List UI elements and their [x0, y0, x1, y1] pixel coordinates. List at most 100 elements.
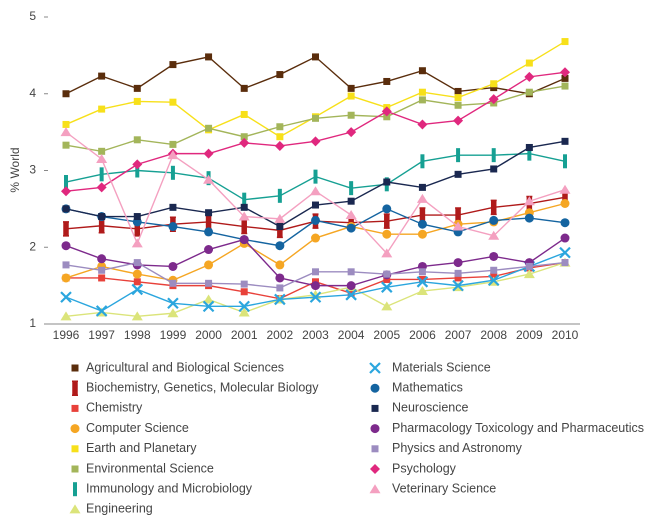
data-point — [490, 165, 498, 173]
data-point — [98, 274, 106, 282]
legend-label: Agricultural and Biological Sciences — [86, 360, 284, 374]
x-tick-label: 2006 — [409, 328, 436, 342]
data-point — [131, 311, 143, 321]
data-point — [240, 288, 248, 296]
data-point — [60, 127, 72, 137]
data-point — [418, 88, 426, 96]
data-point — [454, 87, 462, 95]
data-point — [205, 53, 213, 61]
y-tick-label: 1 — [29, 316, 36, 330]
data-point — [169, 98, 177, 106]
x-tick-label: 2007 — [445, 328, 472, 342]
data-point — [417, 229, 427, 239]
data-point — [167, 308, 179, 318]
x-tick-label: 2005 — [373, 328, 400, 342]
data-point — [487, 274, 500, 287]
data-point — [525, 59, 533, 67]
data-point — [133, 136, 141, 144]
y-tick-label: 3 — [29, 163, 36, 177]
data-point — [347, 92, 355, 100]
legend-label: Physics and Astronomy — [392, 441, 523, 455]
x-tick-label: 2004 — [338, 328, 365, 342]
x-tick-label: 2000 — [195, 328, 222, 342]
legend-marker — [371, 404, 379, 412]
data-point — [454, 269, 462, 277]
data-point — [381, 106, 392, 117]
data-point — [202, 300, 215, 313]
data-point — [276, 71, 284, 79]
data-point — [560, 233, 570, 243]
data-point — [561, 137, 569, 145]
legend-marker — [70, 424, 80, 434]
data-point — [346, 223, 356, 233]
x-tick-label: 2008 — [480, 328, 507, 342]
data-point — [131, 238, 143, 248]
legend-label: Chemistry — [86, 401, 143, 415]
x-tick-label: 1996 — [53, 328, 80, 342]
data-point — [560, 67, 570, 78]
data-point — [347, 84, 355, 92]
data-point — [312, 114, 319, 122]
data-point — [453, 115, 464, 126]
data-point — [383, 113, 391, 121]
data-point — [346, 281, 356, 291]
data-point — [563, 154, 567, 169]
data-point — [98, 213, 106, 221]
series — [62, 53, 569, 98]
data-point — [276, 284, 284, 292]
data-point — [418, 268, 426, 276]
data-point — [96, 153, 108, 163]
data-point — [204, 260, 214, 270]
data-point — [312, 268, 319, 276]
data-point — [169, 61, 177, 69]
data-point — [98, 266, 106, 274]
data-point — [274, 213, 286, 223]
data-point — [169, 203, 177, 211]
data-point — [345, 289, 357, 301]
data-point — [418, 67, 426, 75]
data-point — [345, 210, 357, 220]
series-line — [65, 56, 566, 95]
data-point — [167, 150, 179, 160]
data-point — [132, 159, 143, 170]
data-point — [559, 246, 571, 259]
data-point — [97, 254, 107, 264]
data-point — [310, 186, 321, 196]
data-point — [455, 207, 462, 223]
data-point — [382, 229, 392, 239]
data-point — [525, 88, 533, 96]
data-point — [560, 199, 570, 209]
legend-marker — [370, 424, 380, 434]
data-point — [203, 174, 215, 184]
data-point — [310, 136, 321, 147]
legend-label: Mathematics — [392, 380, 463, 394]
data-point — [311, 281, 320, 291]
data-point — [383, 270, 391, 278]
data-point — [381, 281, 393, 293]
data-point — [274, 140, 285, 151]
data-point — [133, 84, 141, 92]
data-point — [168, 261, 178, 271]
data-point — [133, 213, 141, 221]
data-point — [205, 209, 213, 217]
data-point — [62, 120, 70, 128]
legend-label: Biochemistry, Genetics, Molecular Biolog… — [86, 380, 319, 394]
data-point — [420, 154, 425, 169]
legend-label: Engineering — [86, 502, 153, 515]
data-point — [240, 110, 248, 118]
series — [64, 146, 567, 207]
data-point — [312, 53, 319, 61]
data-point — [204, 245, 214, 255]
data-point — [490, 272, 498, 280]
data-point — [561, 74, 569, 82]
data-point — [490, 84, 498, 92]
data-point — [169, 279, 177, 287]
legend-marker — [370, 383, 380, 393]
legend-marker — [71, 465, 79, 473]
data-point — [346, 127, 357, 138]
series — [62, 259, 569, 292]
data-point — [60, 311, 72, 321]
data-point — [490, 199, 497, 216]
legend-label: Earth and Planetary — [86, 441, 197, 455]
data-point — [276, 133, 284, 141]
